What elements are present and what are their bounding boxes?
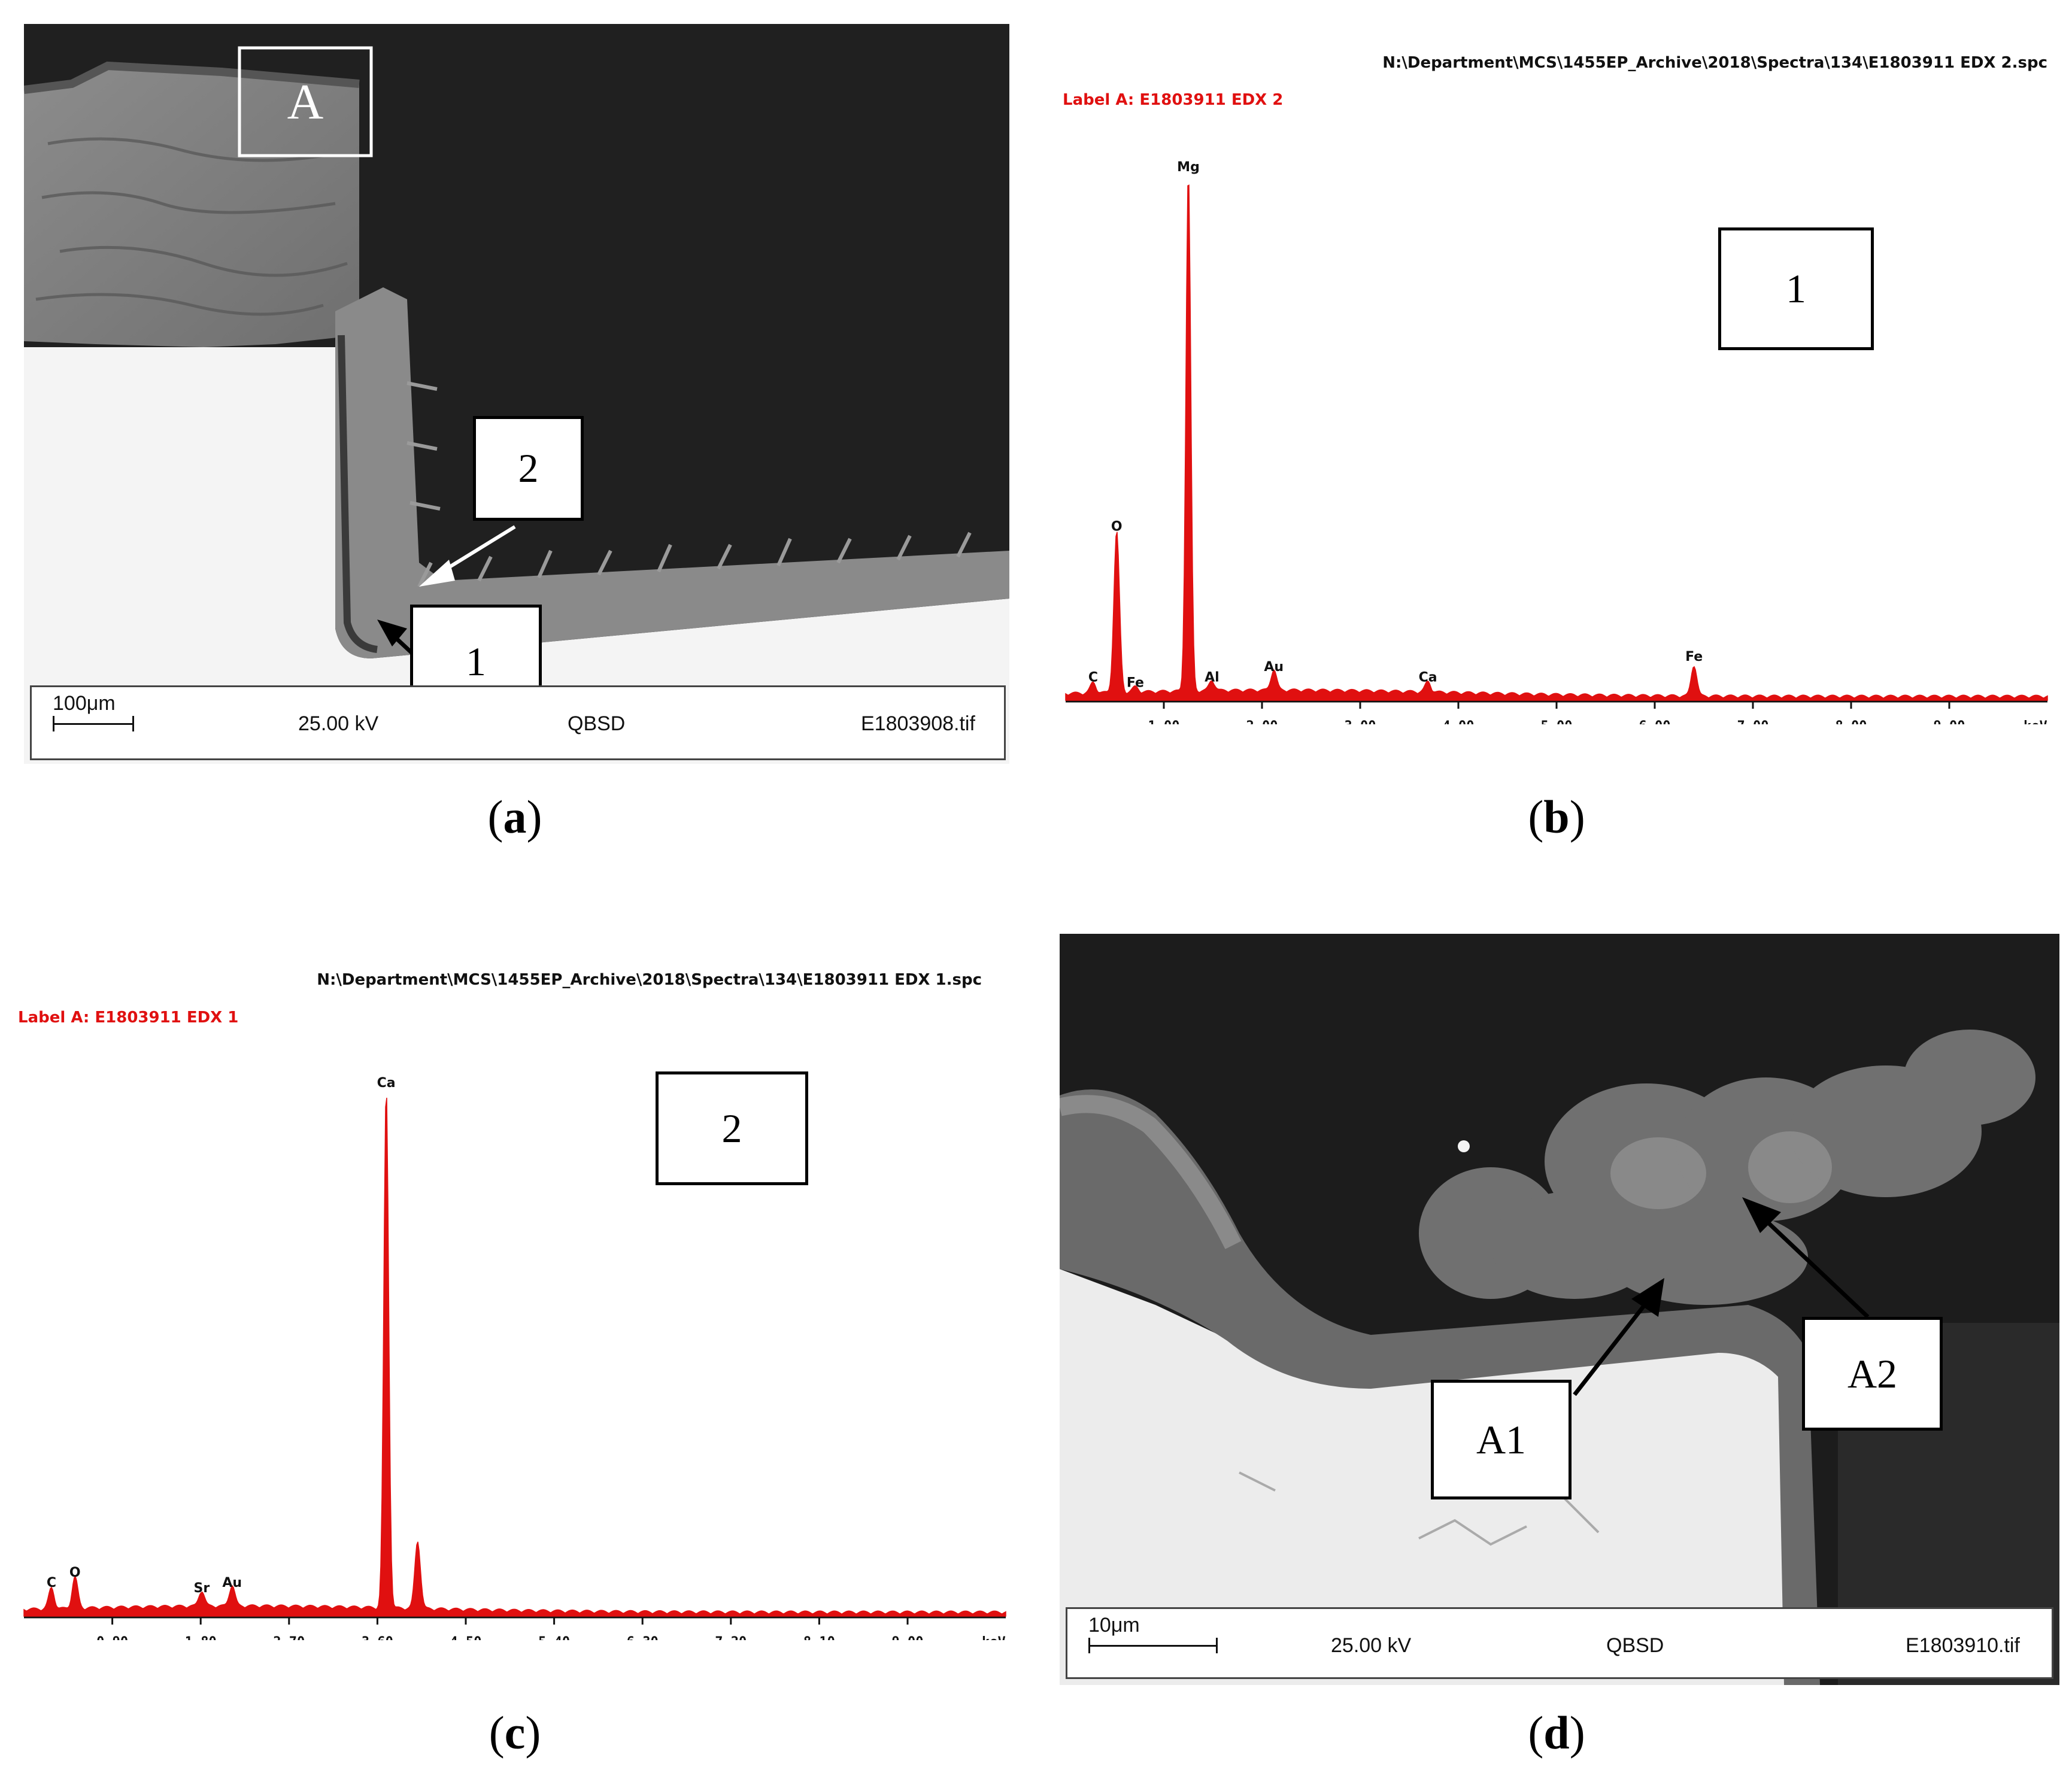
x-tick-label: 4.50 (450, 1635, 482, 1640)
x-tick-label: 3.00 (1345, 719, 1376, 724)
arrow-a2 (1758, 1213, 1870, 1319)
x-tick-label: 2.00 (1246, 719, 1278, 724)
spectrum-label-b: Label A: E1803911 EDX 2 (1063, 91, 1284, 109)
peak-label: Fe (1127, 675, 1144, 690)
file-path-b: N:\Department\MCS\1455EP_Archive\2018\Sp… (1382, 54, 2047, 72)
sem-info-bar-d: 10μm 25.00 kV QBSD E1803910.tif (1066, 1607, 2053, 1679)
peak-label: Ca (1419, 670, 1437, 685)
x-tick-label: 1.80 (185, 1635, 217, 1640)
spectrum-box-2: 2 (656, 1071, 808, 1185)
x-tick-label: 6.00 (1639, 719, 1671, 724)
scale-label-d: 10μm (1088, 1614, 1140, 1637)
caption-c: (c) (489, 1707, 541, 1759)
peak-label: Fe (1685, 649, 1703, 664)
x-tick-label: 5.40 (538, 1635, 570, 1640)
scale-bar-a (53, 723, 134, 725)
x-tick-label: 4.00 (1443, 719, 1475, 724)
caption-d: (d) (1528, 1707, 1585, 1759)
filename-label-d: E1803910.tif (1906, 1634, 2020, 1657)
sem-info-bar-a: 100μm 25.00 kV QBSD E1803908.tif (30, 685, 1006, 760)
scale-label-a: 100μm (53, 692, 116, 715)
marker-a2-box: A2 (1802, 1317, 1943, 1431)
panel-d-sem-image: A1 A2 10μm 25.00 kV QBSD E1803910.tif (1060, 934, 2059, 1685)
x-tick-label: 3.60 (362, 1635, 393, 1640)
spectrum-trace (23, 1097, 1006, 1617)
x-tick-label: 8.00 (1836, 719, 1867, 724)
x-tick-label: 7.20 (715, 1635, 747, 1640)
region-a-label: A (287, 74, 324, 130)
spectrum-box-1: 1 (1718, 227, 1874, 350)
detector-label-a: QBSD (568, 712, 626, 735)
spectrum-label-c: Label A: E1803911 EDX 1 (18, 1009, 239, 1027)
peak-label: Au (222, 1575, 242, 1590)
file-path-c: N:\Department\MCS\1455EP_Archive\2018\Sp… (317, 971, 982, 989)
spectrum-trace (1065, 184, 2048, 701)
x-unit-label: keV (982, 1635, 1006, 1640)
x-tick-label: 2.70 (273, 1635, 305, 1640)
scale-bar-d (1088, 1645, 1217, 1647)
x-unit-label: keV (2024, 719, 2047, 724)
panel-b-spectrum: N:\Department\MCS\1455EP_Archive\2018\Sp… (1054, 36, 2065, 724)
x-tick-label: 9.00 (892, 1635, 924, 1640)
x-tick-label: 5.00 (1541, 719, 1573, 724)
x-tick-label: 1.00 (1148, 719, 1180, 724)
panel-a-sem-image: A 2 1 100μm 25.00 kV QBSD E1803908.tif (24, 24, 1009, 764)
voltage-label-d: 25.00 kV (1331, 1634, 1412, 1657)
peak-label: Al (1205, 670, 1219, 685)
panel-c-spectrum: N:\Department\MCS\1455EP_Archive\2018\Sp… (12, 952, 1024, 1640)
arrow-a1 (1573, 1297, 1651, 1397)
x-tick-label: 6.30 (627, 1635, 659, 1640)
marker-2-box: 2 (473, 416, 584, 521)
detector-label-d: QBSD (1606, 1634, 1664, 1657)
caption-b: (b) (1528, 791, 1585, 843)
filename-label-a: E1803908.tif (861, 712, 975, 735)
x-tick-label: 7.00 (1737, 719, 1769, 724)
region-a-box (238, 46, 373, 157)
marker-a1-box: A1 (1431, 1380, 1572, 1499)
peak-label: Mg (1177, 160, 1200, 175)
peak-label: C (1088, 670, 1098, 685)
x-tick-label: 0.90 (96, 1635, 128, 1640)
x-tick-label: 9.00 (1934, 719, 1965, 724)
voltage-label-a: 25.00 kV (298, 712, 379, 735)
peak-label: Sr (193, 1581, 210, 1596)
sem-micrograph-d (1060, 934, 2059, 1685)
caption-a: (a) (487, 791, 542, 843)
spectrum-chart-c: 0.90 1.80 2.70 3.60 4.50 5.40 6.30 7.20 8.10 9.00… (23, 1076, 1006, 1640)
peak-label: O (69, 1565, 81, 1580)
spectrum-chart-b: 1.00 2.00 3.00 4.00 5.00 6.00 7.00 8.00 9.00 keV C… (1065, 160, 2048, 724)
peak-label: Au (1264, 660, 1284, 675)
peak-label: Ca (377, 1076, 396, 1091)
peak-label: O (1111, 519, 1123, 534)
peak-label: C (47, 1575, 56, 1590)
x-tick-label: 8.10 (803, 1635, 835, 1640)
